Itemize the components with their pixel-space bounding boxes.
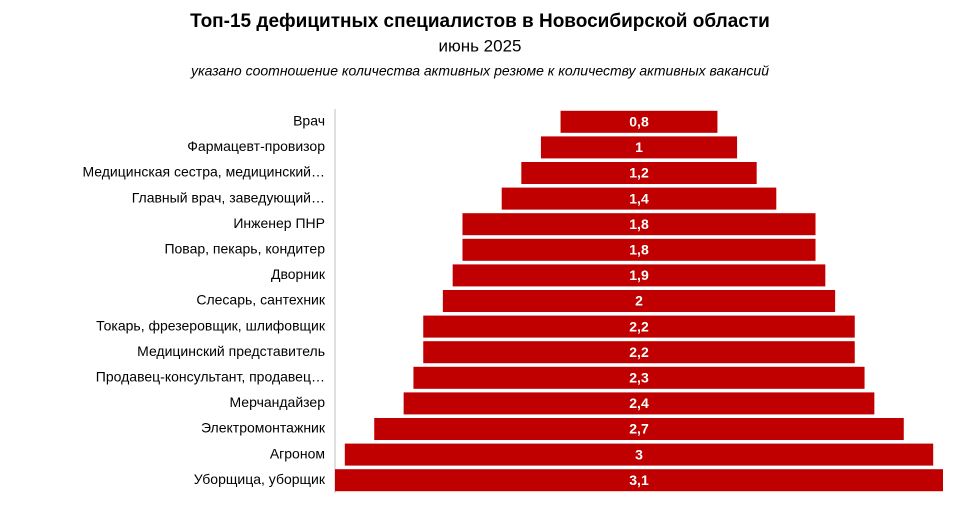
value-label: 2,2 <box>629 318 649 334</box>
category-label: Врач <box>293 113 325 129</box>
value-label: 2 <box>635 293 643 309</box>
category-label: Медицинский представитель <box>137 343 325 359</box>
category-label: Мерчандайзер <box>229 394 325 410</box>
value-label: 2,7 <box>629 421 649 437</box>
value-label: 1,9 <box>629 267 649 283</box>
value-label: 0,8 <box>629 114 649 130</box>
bar <box>540 136 738 159</box>
bar <box>335 469 943 492</box>
value-label: 2,4 <box>629 395 649 411</box>
category-label: Фармацевт-провизор <box>187 138 325 154</box>
category-label: Продавец-консультант, продавец… <box>96 369 325 385</box>
category-label: Уборщица, уборщик <box>194 471 326 487</box>
category-label: Медицинская сестра, медицинский… <box>82 164 325 180</box>
bar <box>462 213 816 236</box>
value-label: 3,1 <box>629 472 649 488</box>
category-label: Агроном <box>270 445 325 461</box>
bar <box>452 264 826 287</box>
bar <box>413 366 865 389</box>
value-label: 1,8 <box>629 216 649 232</box>
bar <box>521 161 757 185</box>
value-label: 2,2 <box>629 344 649 360</box>
value-label: 1,2 <box>629 165 649 181</box>
chart-note: указано соотношение количества активных … <box>190 63 769 79</box>
chart-subtitle: июнь 2025 <box>438 36 521 55</box>
value-label: 1,4 <box>629 190 649 206</box>
bar <box>423 341 855 364</box>
bar <box>501 187 777 210</box>
bar <box>442 289 836 313</box>
chart-title: Топ-15 дефицитных специалистов в Новосиб… <box>190 11 770 32</box>
category-label: Главный врач, заведующий… <box>132 189 325 205</box>
category-label: Электромонтажник <box>201 420 326 436</box>
bar <box>423 315 855 338</box>
category-label: Повар, пекарь, кондитер <box>164 241 325 257</box>
bar <box>344 443 934 466</box>
category-label: Дворник <box>271 266 326 282</box>
category-label: Токарь, фрезеровщик, шлифовщик <box>96 317 326 333</box>
category-label: Инженер ПНР <box>233 215 325 231</box>
bar <box>403 392 875 415</box>
bar <box>560 110 718 133</box>
bar <box>374 417 904 441</box>
value-label: 2,3 <box>629 370 649 386</box>
value-label: 1,8 <box>629 242 649 258</box>
value-label: 3 <box>635 446 643 462</box>
value-label: 1 <box>635 139 643 155</box>
category-label: Слесарь, сантехник <box>196 292 326 308</box>
bar <box>462 238 816 261</box>
